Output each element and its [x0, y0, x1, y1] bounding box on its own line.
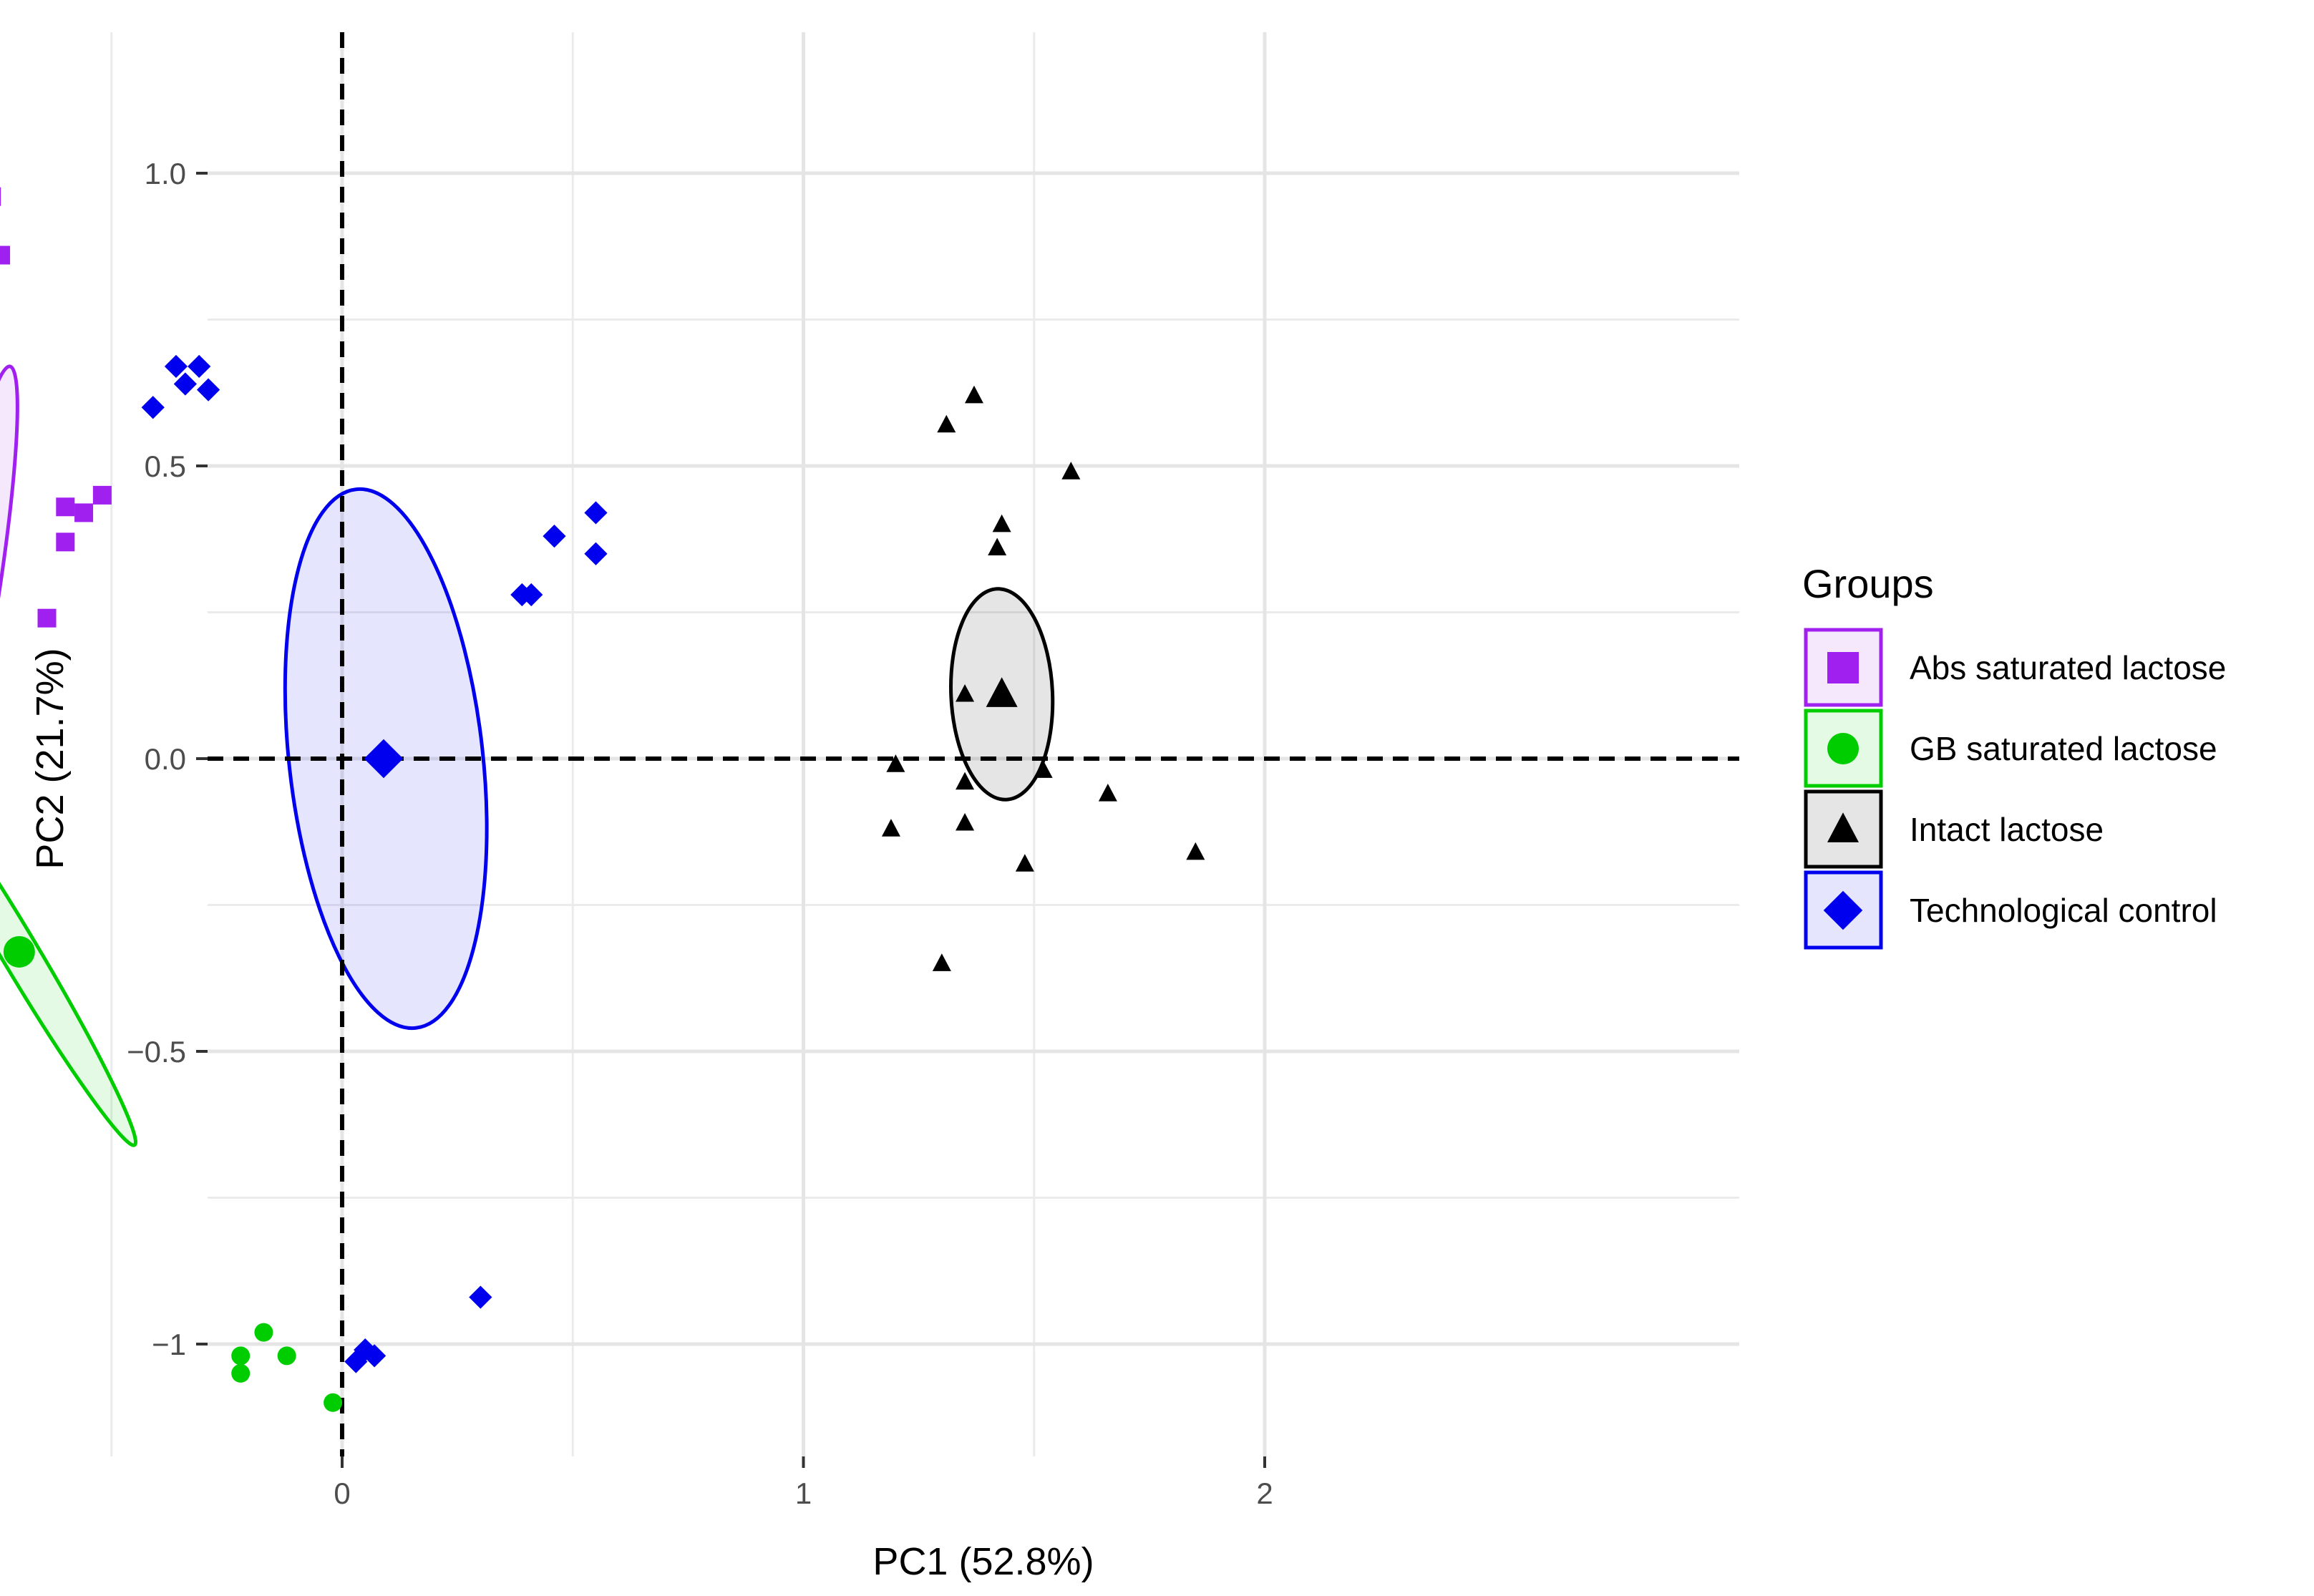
legend: Groups Abs saturated lactose GB saturated…	[1802, 561, 2226, 950]
data-point	[992, 514, 1011, 532]
data-point	[1015, 854, 1034, 872]
y-tick-label: 0.5	[145, 449, 186, 483]
data-point	[932, 953, 951, 971]
data-point	[56, 497, 75, 517]
data-point	[956, 683, 975, 702]
centroid-layer	[3, 677, 1018, 968]
legend-label: Abs saturated lactose	[1910, 649, 2226, 686]
legend-key-marker	[1827, 733, 1859, 764]
data-point	[141, 396, 165, 419]
data-point	[956, 812, 975, 831]
data-point	[0, 187, 1, 206]
reference-lines	[208, 32, 1739, 1456]
legend-key-marker	[1827, 812, 1859, 842]
data-point	[937, 414, 956, 433]
y-axis-title: PC2 (21.7%)	[29, 648, 72, 869]
data-point	[231, 1363, 251, 1383]
data-point	[37, 608, 57, 628]
x-axis-title: PC1 (52.8%)	[872, 1540, 1094, 1583]
data-point	[964, 385, 983, 404]
data-point	[277, 1346, 296, 1366]
data-point	[196, 378, 220, 402]
grid-layer	[110, 32, 1739, 1456]
centroid-point	[364, 739, 404, 779]
data-point	[254, 1323, 273, 1342]
data-point	[231, 1346, 251, 1366]
legend-key-marker	[1827, 652, 1859, 683]
data-point	[74, 503, 94, 522]
y-tick-label: 1.0	[145, 157, 186, 190]
legend-label: Technological control	[1910, 892, 2217, 929]
legend-item: Technological control	[1804, 870, 2217, 950]
axes: −1012−1−0.50.00.51.0	[127, 157, 1273, 1510]
data-point	[584, 501, 608, 525]
data-point	[1098, 784, 1117, 802]
confidence-ellipse	[0, 364, 19, 872]
data-point	[520, 583, 543, 607]
y-tick-label: −1	[152, 1328, 186, 1361]
legend-item: Abs saturated lactose	[1804, 628, 2226, 707]
data-point	[56, 532, 75, 552]
data-point	[988, 537, 1007, 556]
y-tick-label: 0.0	[145, 742, 186, 776]
data-point	[344, 1350, 368, 1373]
point-layer	[0, 187, 1205, 1412]
y-tick-label: −0.5	[127, 1035, 186, 1069]
legend-label: GB saturated lactose	[1910, 730, 2217, 767]
data-point	[188, 354, 211, 379]
data-point	[1034, 760, 1053, 778]
centroid-point	[986, 677, 1018, 707]
legend-title: Groups	[1802, 561, 1934, 606]
x-tick-label: 1	[795, 1476, 812, 1510]
legend-item: Intact lactose	[1804, 789, 2104, 869]
data-point	[324, 1393, 343, 1412]
centroid-point	[3, 935, 35, 968]
data-point	[469, 1285, 492, 1309]
data-point	[0, 245, 11, 265]
legend-key-marker	[1823, 890, 1863, 930]
data-point	[956, 772, 975, 790]
data-point	[92, 485, 112, 505]
data-point	[584, 542, 608, 565]
legend-key	[1804, 709, 1883, 788]
data-point	[881, 819, 900, 837]
legend-label: Intact lactose	[1910, 811, 2104, 848]
data-point	[1186, 842, 1205, 860]
data-point	[173, 372, 197, 396]
data-point	[164, 354, 188, 379]
data-point	[886, 754, 905, 772]
data-point	[543, 525, 566, 548]
legend-item: GB saturated lactose	[1804, 709, 2217, 788]
data-point	[1061, 462, 1081, 480]
x-tick-label: 0	[334, 1476, 350, 1510]
x-tick-label: 2	[1256, 1476, 1273, 1510]
data-point	[362, 1344, 387, 1368]
